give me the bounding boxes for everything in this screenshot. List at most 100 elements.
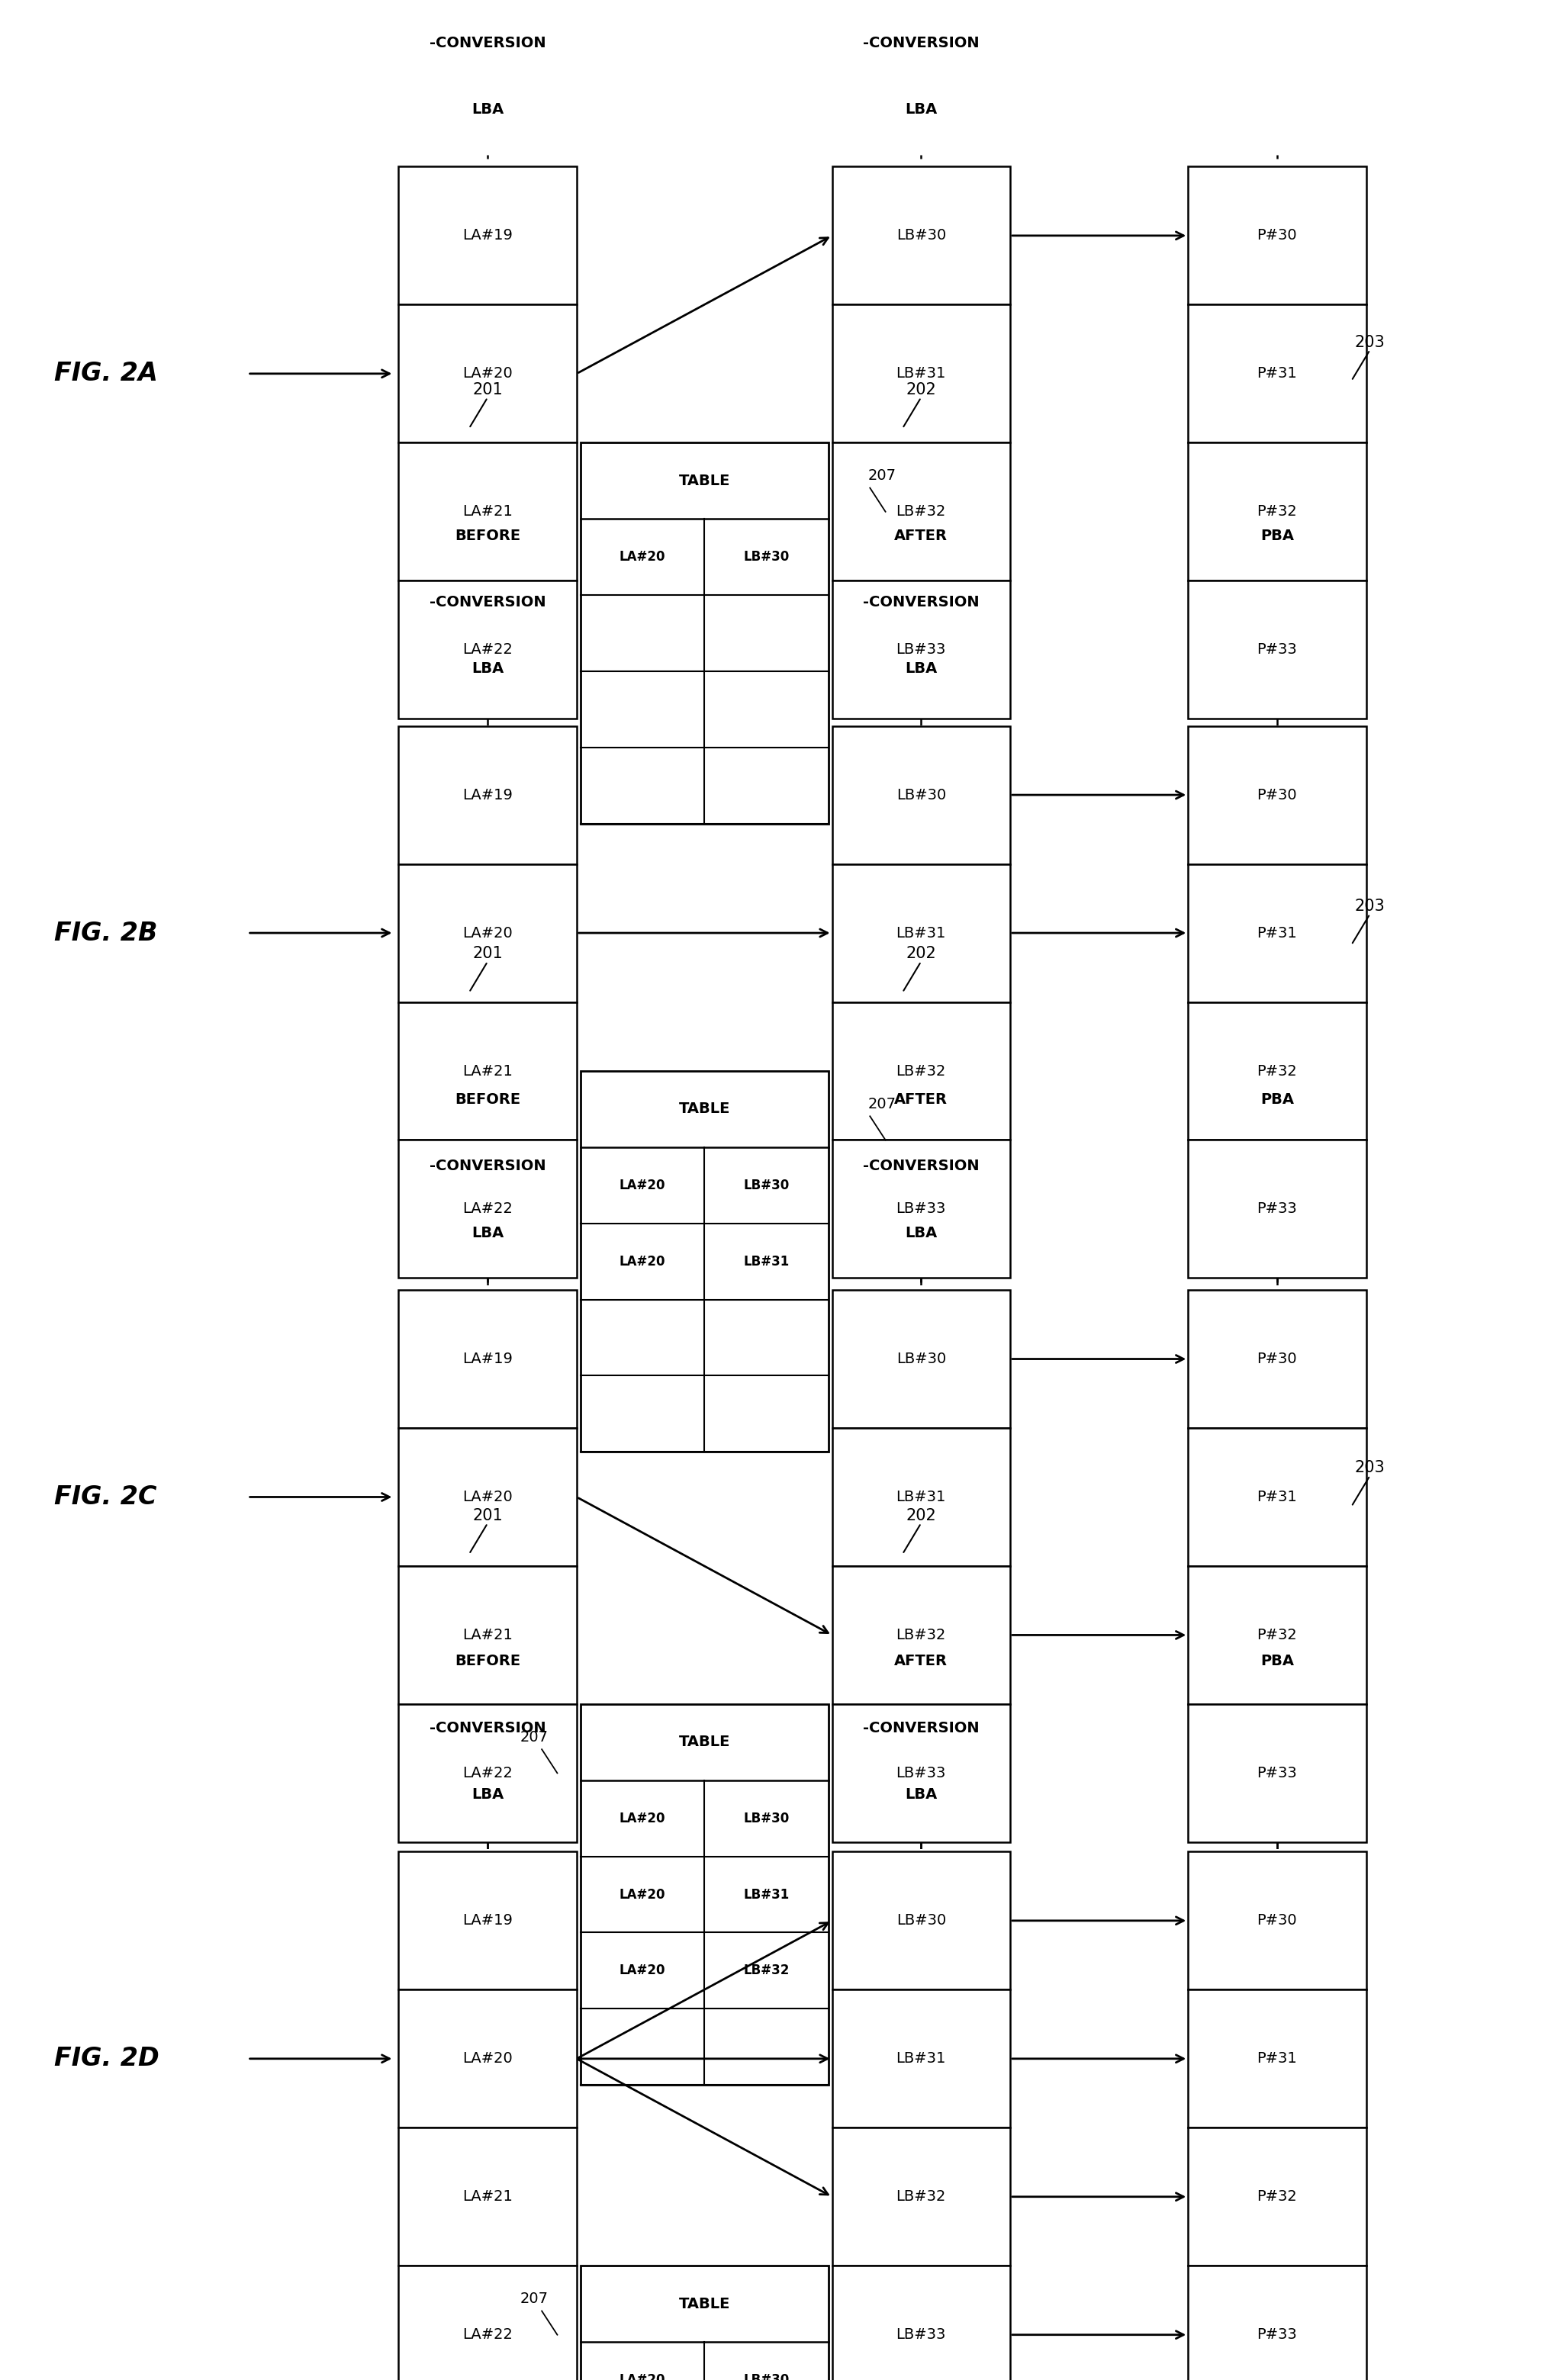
Bar: [1189, 1990, 1367, 2128]
Bar: [1189, 864, 1367, 1002]
Bar: [399, 2128, 577, 2266]
Text: 207: 207: [868, 1097, 896, 1111]
Text: TABLE: TABLE: [678, 1102, 731, 1116]
Text: LB#30: LB#30: [743, 2373, 789, 2380]
Text: LA#20: LA#20: [619, 1887, 666, 1902]
Text: LA#19: LA#19: [463, 228, 512, 243]
Bar: [833, 581, 1009, 719]
Text: BEFORE: BEFORE: [455, 1092, 520, 1107]
Text: 207: 207: [520, 1730, 548, 1745]
Bar: [1189, 1428, 1367, 1566]
Text: P#33: P#33: [1257, 1202, 1297, 1216]
Text: LB#32: LB#32: [896, 505, 946, 519]
Bar: [833, 1290, 1009, 1428]
Text: P#31: P#31: [1257, 1490, 1297, 1504]
Bar: [833, 1704, 1009, 1842]
Text: FIG. 2D: FIG. 2D: [54, 2047, 159, 2071]
Bar: [1189, 1704, 1367, 1842]
Text: P#32: P#32: [1257, 1628, 1297, 1642]
Bar: [833, 443, 1009, 581]
Text: LA#20: LA#20: [619, 2373, 666, 2380]
Bar: [1189, 1002, 1367, 1140]
Bar: [580, 2266, 828, 2380]
Bar: [1189, 1852, 1367, 1990]
Text: LBA: LBA: [906, 662, 937, 676]
Text: TABLE: TABLE: [678, 1735, 731, 1749]
Bar: [1189, 581, 1367, 719]
Text: 202: 202: [906, 1509, 937, 1523]
Text: P#30: P#30: [1257, 1352, 1297, 1366]
Text: LB#30: LB#30: [743, 1178, 789, 1192]
Text: LA#21: LA#21: [463, 2190, 512, 2204]
Text: LB#30: LB#30: [743, 550, 789, 564]
Text: LA#20: LA#20: [463, 367, 512, 381]
Text: -CONVERSION: -CONVERSION: [429, 1159, 546, 1173]
Text: LBA: LBA: [472, 662, 503, 676]
Text: LB#31: LB#31: [896, 1490, 946, 1504]
Text: LB#32: LB#32: [743, 1963, 789, 1978]
Bar: [399, 864, 577, 1002]
Text: P#31: P#31: [1257, 367, 1297, 381]
Bar: [1189, 2128, 1367, 2266]
Text: LB#30: LB#30: [743, 1811, 789, 1825]
Text: LA#22: LA#22: [463, 643, 512, 657]
Text: LA#20: LA#20: [463, 2052, 512, 2066]
Text: LA#20: LA#20: [619, 550, 666, 564]
Bar: [399, 1002, 577, 1140]
Text: -CONVERSION: -CONVERSION: [429, 36, 546, 50]
Bar: [1189, 167, 1367, 305]
Text: LA#20: LA#20: [619, 1254, 666, 1269]
Bar: [833, 305, 1009, 443]
Bar: [399, 1566, 577, 1704]
Text: 201: 201: [472, 947, 503, 962]
Text: 202: 202: [906, 383, 937, 397]
Bar: [833, 2266, 1009, 2380]
Text: FIG. 2A: FIG. 2A: [54, 362, 158, 386]
Bar: [833, 1428, 1009, 1566]
Text: BEFORE: BEFORE: [455, 528, 520, 543]
Text: AFTER: AFTER: [895, 528, 947, 543]
Text: LA#22: LA#22: [463, 2328, 512, 2342]
Bar: [399, 2266, 577, 2380]
Text: AFTER: AFTER: [895, 1654, 947, 1668]
Text: 203: 203: [1354, 336, 1385, 350]
Text: LB#31: LB#31: [896, 2052, 946, 2066]
Text: P#31: P#31: [1257, 926, 1297, 940]
Text: LA#20: LA#20: [463, 926, 512, 940]
Text: LB#31: LB#31: [896, 367, 946, 381]
Text: 203: 203: [1354, 1461, 1385, 1476]
Text: LB#32: LB#32: [896, 2190, 946, 2204]
Text: LB#32: LB#32: [896, 1064, 946, 1078]
Text: LB#32: LB#32: [896, 1628, 946, 1642]
Text: 207: 207: [520, 2292, 548, 2306]
Bar: [833, 864, 1009, 1002]
Bar: [399, 1852, 577, 1990]
Bar: [399, 1290, 577, 1428]
Bar: [399, 1428, 577, 1566]
Bar: [580, 1704, 828, 2085]
Text: TABLE: TABLE: [678, 2297, 731, 2311]
Bar: [1189, 1290, 1367, 1428]
Bar: [1189, 305, 1367, 443]
Bar: [1189, 1140, 1367, 1278]
Text: LBA: LBA: [906, 102, 937, 117]
Bar: [1189, 2266, 1367, 2380]
Text: LBA: LBA: [472, 1787, 503, 1802]
Text: LBA: LBA: [906, 1787, 937, 1802]
Text: LA#21: LA#21: [463, 1064, 512, 1078]
Text: 203: 203: [1354, 900, 1385, 914]
Text: LA#22: LA#22: [463, 1766, 512, 1780]
Text: -CONVERSION: -CONVERSION: [429, 1721, 546, 1735]
Bar: [399, 1140, 577, 1278]
Bar: [1189, 726, 1367, 864]
Text: P#30: P#30: [1257, 788, 1297, 802]
Text: LB#30: LB#30: [896, 228, 946, 243]
Text: BEFORE: BEFORE: [455, 1654, 520, 1668]
Bar: [833, 1852, 1009, 1990]
Text: LB#30: LB#30: [896, 1914, 946, 1928]
Text: LB#33: LB#33: [896, 2328, 946, 2342]
Bar: [833, 2128, 1009, 2266]
Text: -CONVERSION: -CONVERSION: [862, 595, 980, 609]
Text: -CONVERSION: -CONVERSION: [862, 1159, 980, 1173]
Text: LA#20: LA#20: [463, 1490, 512, 1504]
